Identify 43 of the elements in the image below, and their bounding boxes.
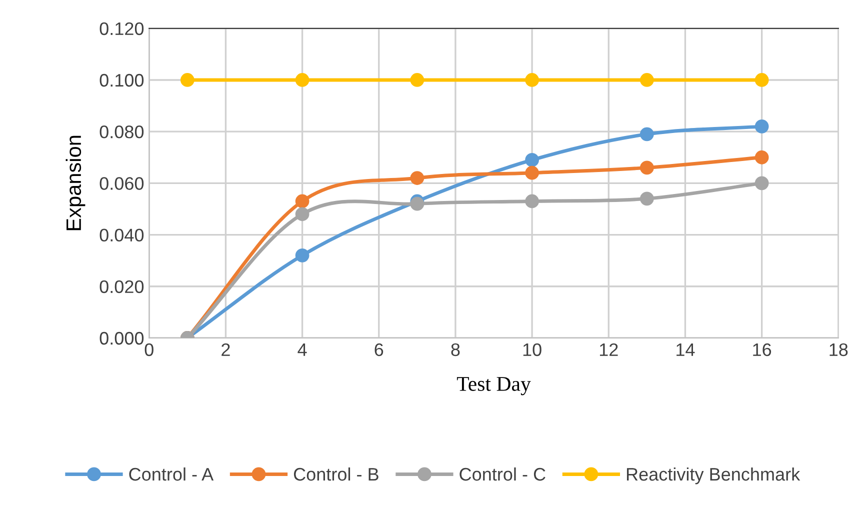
point [640, 160, 654, 175]
y-tick-label: 0.060 [100, 177, 144, 190]
point [295, 207, 310, 222]
y-tick-label: 0.040 [100, 228, 144, 242]
x-tick-label: 16 [753, 343, 772, 356]
legend-label: Control - A [129, 467, 214, 481]
point [640, 73, 654, 87]
point [410, 73, 424, 87]
point [525, 153, 539, 167]
x-tick-label: 10 [523, 343, 542, 356]
x-tick-label: 4 [298, 344, 307, 356]
point [640, 127, 654, 142]
y-tick-label: 0.100 [100, 74, 144, 87]
x-tick-label: 6 [374, 343, 384, 356]
x-tick-label: 2 [222, 343, 230, 356]
point [295, 73, 310, 87]
y-tick-label: 0.000 [100, 332, 144, 345]
point [754, 119, 769, 134]
point [525, 73, 539, 87]
legend-label: Reactivity Benchmark [626, 467, 800, 484]
y-axis-title: Expansion [66, 136, 86, 230]
x-tick-label: 18 [830, 343, 848, 356]
point [410, 171, 424, 185]
point [295, 194, 310, 208]
point [754, 73, 769, 87]
point [525, 166, 539, 180]
x-tick-label: 0 [144, 343, 154, 356]
x-tick-label: 12 [600, 343, 618, 356]
point [754, 150, 769, 164]
point [640, 192, 654, 206]
point [180, 73, 194, 87]
x-tick-label: 8 [451, 343, 460, 356]
point [295, 248, 310, 262]
point [754, 176, 769, 190]
point [525, 194, 539, 208]
y-tick-label: 0.120 [100, 22, 144, 36]
x-axis-title: Test Day [456, 377, 531, 396]
y-tick-label: 0.080 [100, 126, 144, 138]
x-tick-label: 14 [676, 344, 695, 356]
point [410, 196, 424, 211]
legend-label: Control - C [460, 467, 546, 481]
y-tick-label: 0.020 [100, 280, 144, 294]
legend-label: Control - B [294, 467, 378, 481]
